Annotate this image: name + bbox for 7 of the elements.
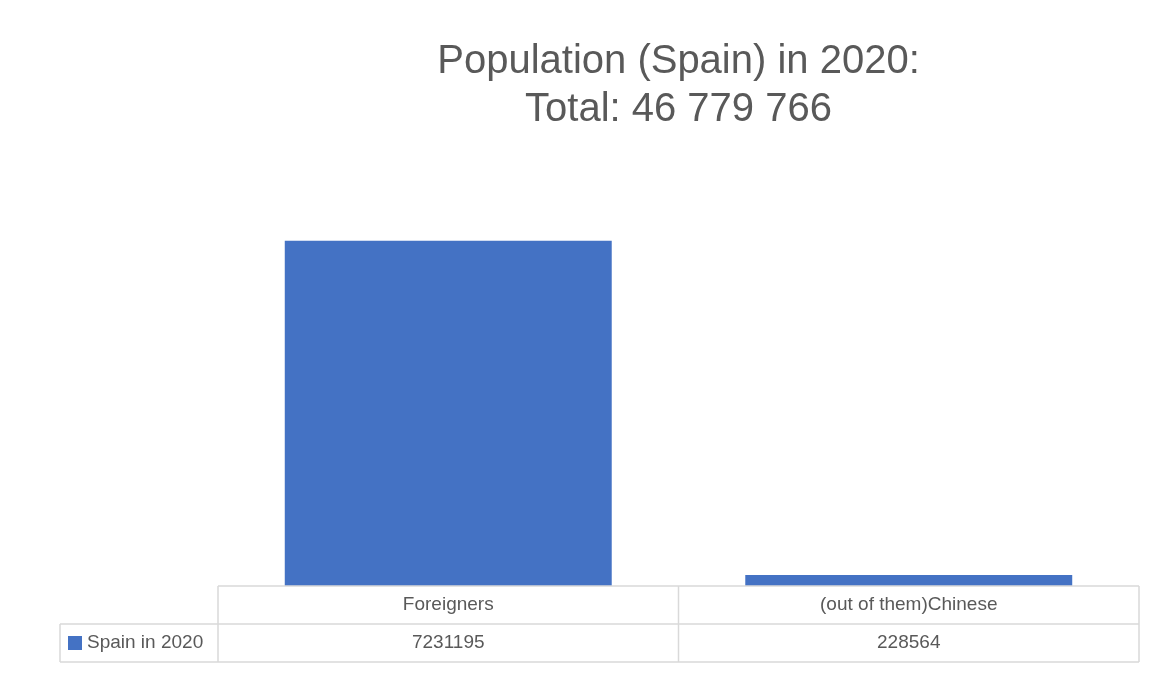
- legend-label: Spain in 2020: [87, 631, 204, 653]
- text: Population (Spain) in 2020:: [437, 37, 920, 82]
- x-tick-label: Foreigners: [402, 593, 494, 615]
- data-label: 228564: [877, 631, 941, 653]
- data-label: 7231195: [411, 631, 485, 653]
- text: Total: 46 779 766: [525, 85, 832, 130]
- x-tick-label: (out of them)Chinese: [820, 593, 998, 615]
